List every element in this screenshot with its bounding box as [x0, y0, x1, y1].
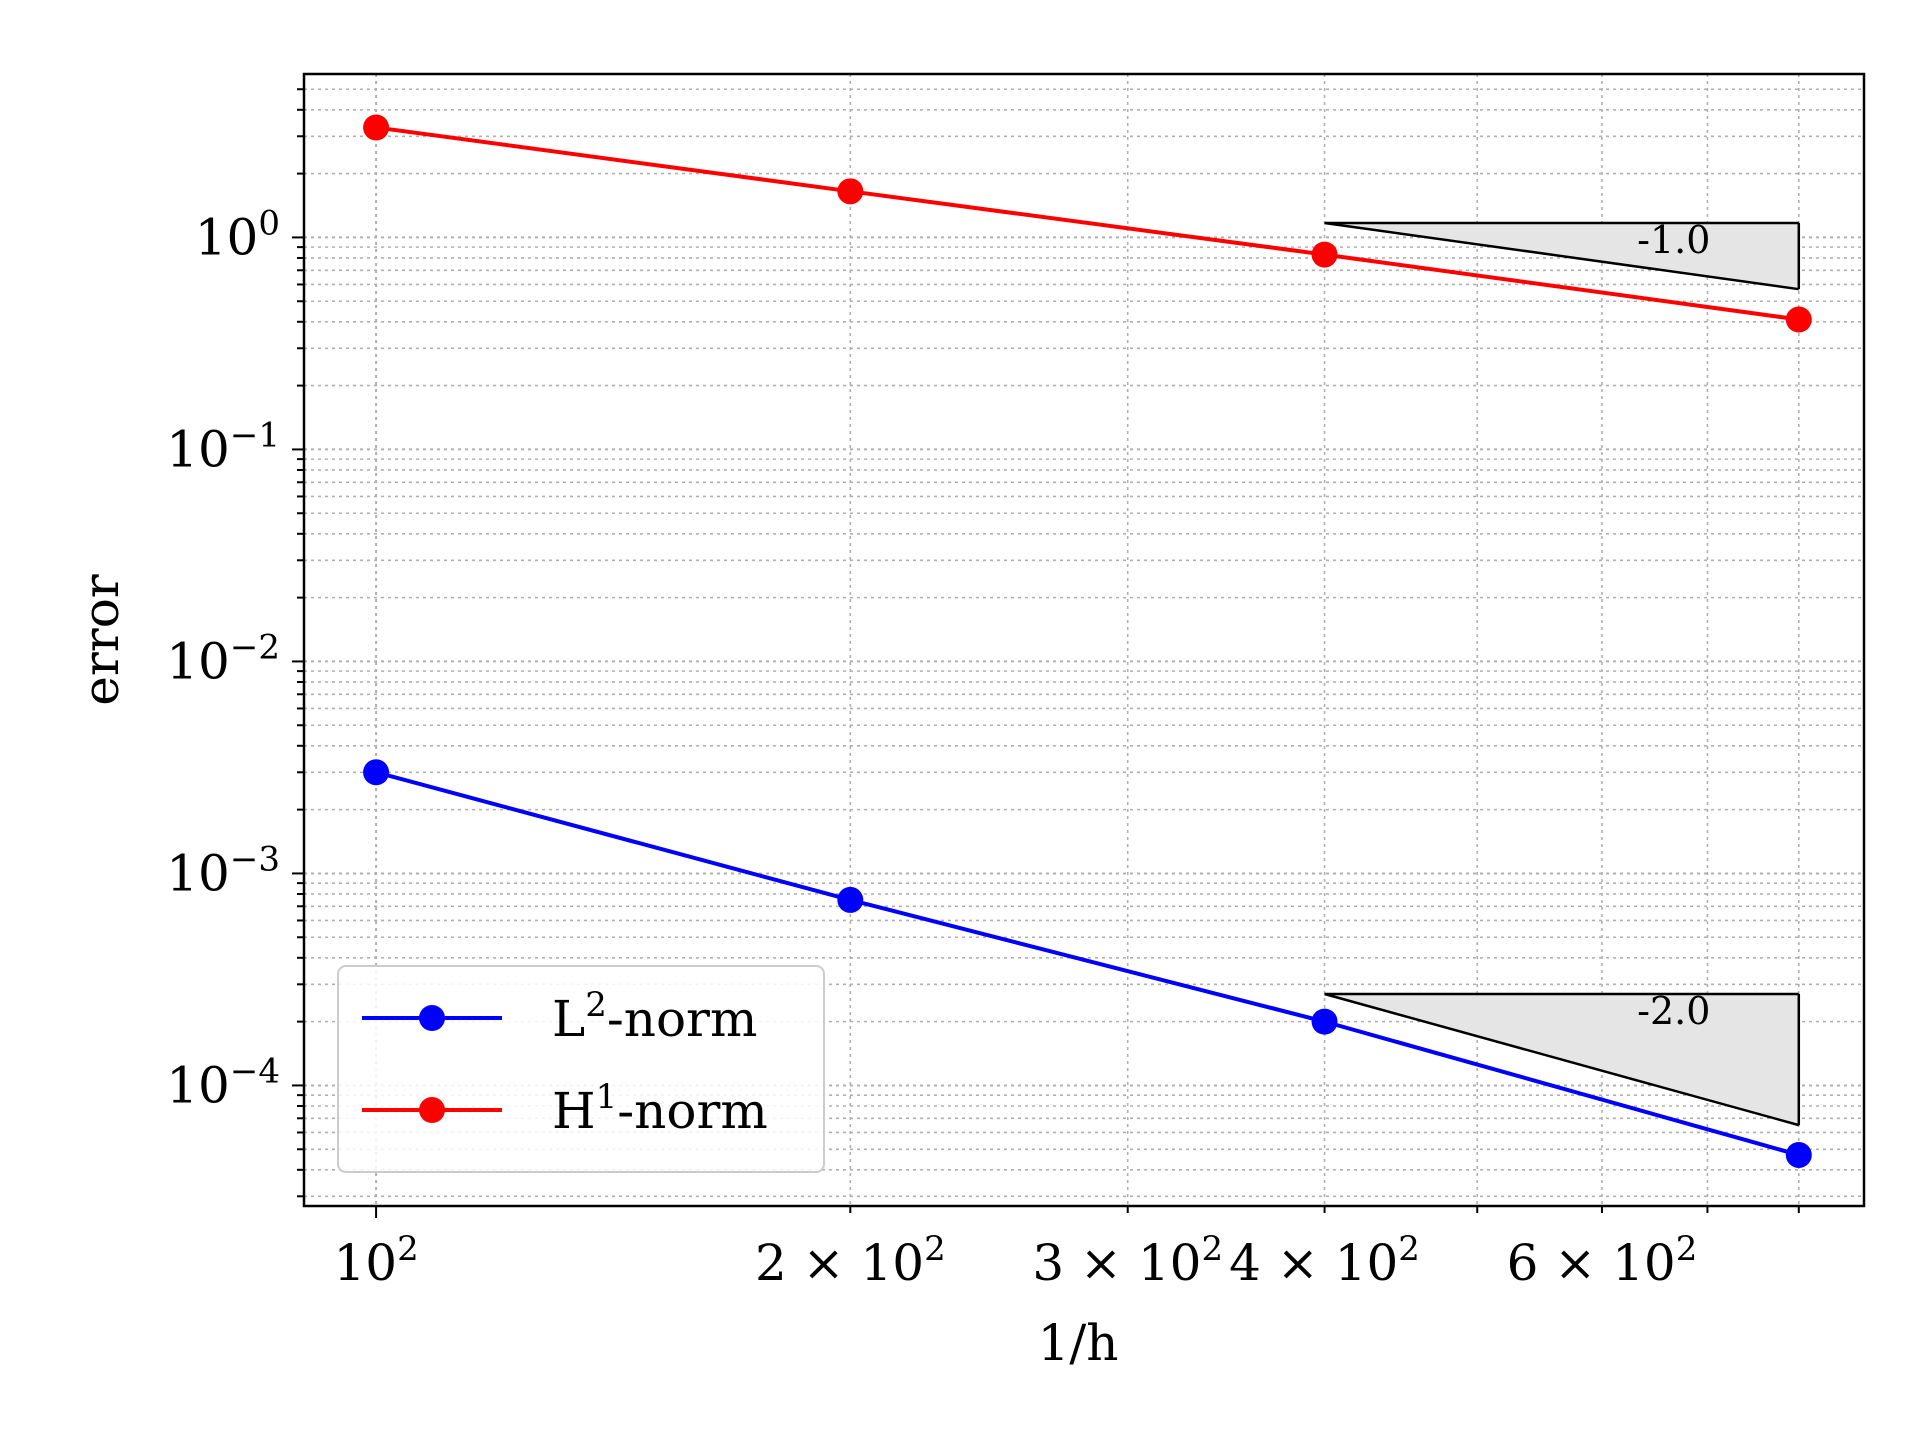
slope-triangle-fill: [1324, 993, 1799, 1126]
data-point: [1785, 306, 1812, 333]
data-point: [837, 886, 864, 913]
data-point: [363, 759, 390, 786]
legend-marker: [419, 1097, 445, 1123]
slope-triangles: -1.0 -2.0: [1324, 218, 1801, 1127]
y-tick-label: 10−3: [166, 839, 280, 902]
data-point: [363, 114, 390, 141]
legend-marker: [419, 1005, 445, 1031]
data-point: [1311, 241, 1338, 268]
axis-ticks: 102 2 × 102 3 × 102 4 × 102 6 × 102 100 10−1 10…: [166, 88, 1800, 1292]
x-tick-label: 6 × 102: [1507, 1229, 1698, 1292]
grid: [304, 74, 1864, 1206]
y-tick-label: 100: [195, 203, 280, 266]
series-line: [375, 125, 1800, 322]
data-point: [837, 178, 864, 205]
y-tick-label: 10−1: [166, 415, 280, 478]
slope-label: -2.0: [1637, 989, 1710, 1033]
plot-frame: [302, 72, 1866, 1208]
data-point: [1311, 1008, 1338, 1035]
y-tick-label: 10−4: [166, 1051, 280, 1114]
series-line: [375, 770, 1800, 1157]
data-series: [363, 114, 1812, 1168]
x-tick-label: 3 × 102: [1032, 1229, 1223, 1292]
legend: L2-norm H1-norm: [337, 965, 825, 1173]
x-tick-label: 4 × 102: [1229, 1229, 1420, 1292]
slope-label: -1.0: [1637, 218, 1710, 262]
data-point: [1785, 1141, 1812, 1168]
y-axis-label: error: [72, 574, 130, 705]
y-tick-label: 10−2: [166, 627, 280, 690]
slope-triangle-hypotenuse: [1324, 221, 1799, 291]
legend-label: H1-norm: [552, 1077, 768, 1140]
x-axis-label: 1/h: [1038, 1314, 1119, 1372]
legend-label: L2-norm: [552, 985, 757, 1048]
slope-triangle-hypotenuse: [1324, 992, 1800, 1127]
x-tick-label: 102: [333, 1229, 418, 1292]
x-tick-label: 2 × 102: [755, 1229, 946, 1292]
